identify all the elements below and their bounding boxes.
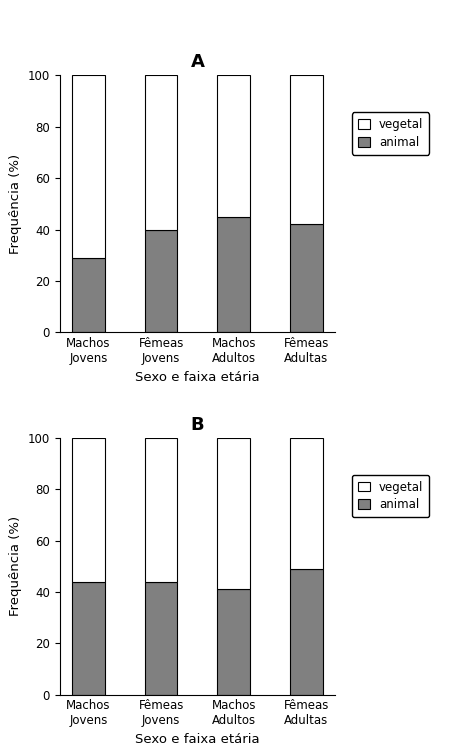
Title: A: A: [190, 53, 204, 71]
Bar: [217, 590, 250, 695]
X-axis label: Sexo e faixa etária: Sexo e faixa etária: [135, 371, 260, 384]
Bar: [72, 581, 105, 695]
Bar: [145, 438, 178, 581]
Bar: [290, 224, 323, 332]
Bar: [217, 438, 250, 590]
Legend: vegetal, animal: vegetal, animal: [352, 112, 430, 155]
Y-axis label: Frequência (%): Frequência (%): [9, 154, 22, 254]
Legend: vegetal, animal: vegetal, animal: [352, 475, 430, 517]
Bar: [217, 217, 250, 332]
Bar: [290, 569, 323, 695]
Bar: [72, 438, 105, 581]
Bar: [72, 76, 105, 257]
Bar: [145, 76, 178, 230]
Y-axis label: Frequência (%): Frequência (%): [9, 516, 22, 616]
Bar: [145, 581, 178, 695]
Bar: [72, 257, 105, 332]
Title: B: B: [190, 415, 204, 433]
Bar: [217, 76, 250, 217]
Bar: [290, 76, 323, 224]
X-axis label: Sexo e faixa etária: Sexo e faixa etária: [135, 733, 260, 746]
Bar: [290, 438, 323, 569]
Bar: [145, 230, 178, 332]
